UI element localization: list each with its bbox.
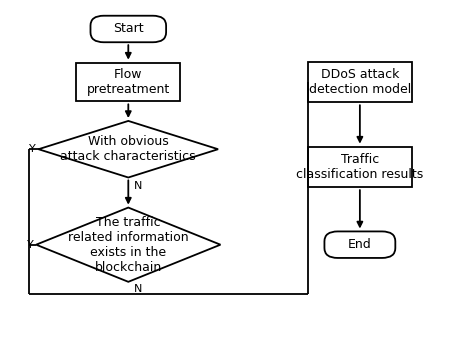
Polygon shape: [36, 208, 220, 282]
Bar: [308, 147, 412, 187]
Text: DDoS attack
detection model: DDoS attack detection model: [309, 68, 411, 96]
Text: End: End: [348, 238, 372, 251]
Text: Y: Y: [27, 240, 34, 250]
Bar: [308, 62, 412, 102]
FancyBboxPatch shape: [324, 231, 395, 258]
Text: Flow
pretreatment: Flow pretreatment: [87, 68, 170, 96]
Text: Y: Y: [29, 144, 36, 154]
Text: With obvious
attack characteristics: With obvious attack characteristics: [61, 135, 196, 163]
Text: Traffic
classification results: Traffic classification results: [296, 153, 423, 181]
Text: The traffic
related information
exists in the
blockchain: The traffic related information exists i…: [68, 216, 189, 274]
Bar: [76, 62, 180, 102]
Text: N: N: [134, 181, 142, 191]
FancyBboxPatch shape: [91, 16, 166, 42]
Text: Start: Start: [113, 22, 144, 36]
Polygon shape: [38, 121, 218, 178]
Text: N: N: [134, 284, 142, 294]
